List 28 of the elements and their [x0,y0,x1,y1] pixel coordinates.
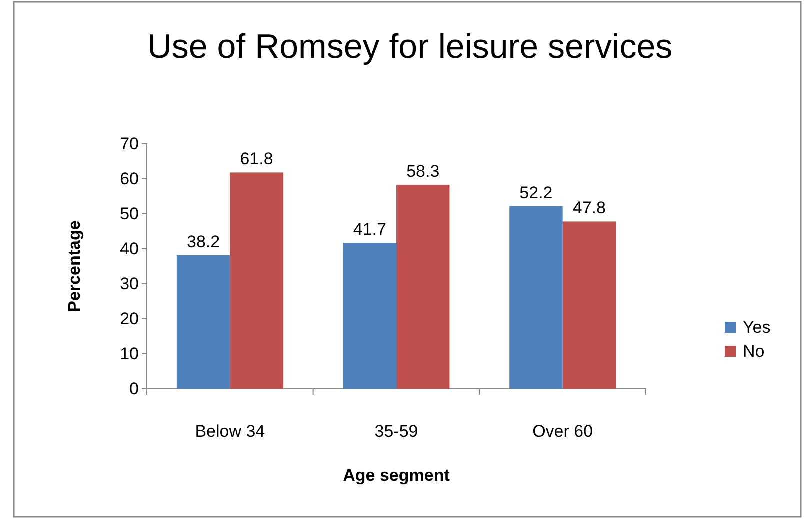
x-axis-title: Age segment [343,466,450,485]
bar [230,172,284,389]
bar [396,184,450,389]
bar [343,243,396,389]
y-tick-label: 70 [120,134,139,154]
data-label: 41.7 [353,220,386,240]
legend-label: No [743,342,765,361]
bar [176,255,230,389]
legend-label: Yes [743,318,771,337]
data-label: 47.8 [572,198,606,218]
data-label: 58.3 [406,162,440,181]
y-tick-label: 0 [130,379,139,398]
data-label: 61.8 [240,150,274,169]
y-tick-label: 30 [120,274,139,294]
x-tick-label: Below 34 [195,422,266,441]
y-tick-label: 50 [120,204,139,224]
data-label: 38.2 [187,232,220,252]
chart-title: Use of Romsey for leisure services [147,28,673,66]
y-tick-label: 40 [120,239,139,258]
bar [510,206,563,389]
data-label: 52.2 [520,183,553,202]
bar [562,222,616,389]
x-tick-label: Over 60 [532,422,594,441]
y-tick-label: 60 [120,169,139,188]
y-tick-label: 20 [120,309,139,328]
y-axis-title: Percentage [65,220,84,312]
y-tick-label: 10 [120,344,139,364]
x-tick-label: 35-59 [374,422,418,441]
